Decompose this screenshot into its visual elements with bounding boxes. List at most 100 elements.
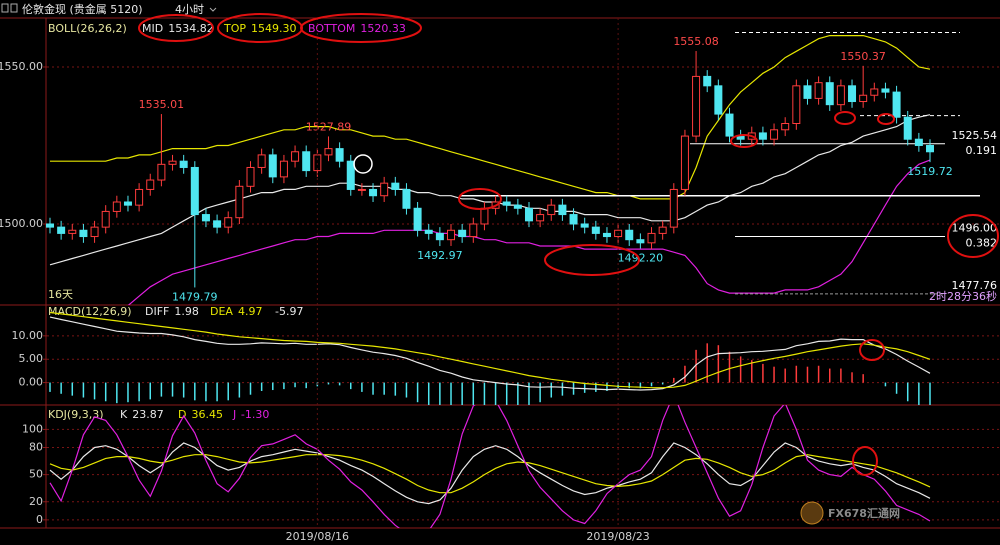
annotation-ellipse: [859, 339, 885, 361]
candle-body: [703, 75, 712, 87]
candle-body: [502, 201, 511, 206]
candle-body: [168, 160, 177, 165]
y-tick-label: 20: [29, 495, 43, 508]
low-label: 1492.97: [417, 249, 463, 262]
candle-body: [758, 132, 767, 140]
candle-body: [157, 163, 166, 181]
candle-body: [680, 135, 689, 190]
toolbar-icon[interactable]: [1, 3, 9, 13]
legend-value: 1520.33: [360, 22, 406, 35]
annotation-ellipse: [300, 13, 422, 43]
legend-entry: J -1.30: [232, 408, 269, 421]
legend-name: D: [178, 408, 186, 421]
legend-value: -5.97: [275, 305, 303, 318]
candle-body: [291, 151, 300, 162]
indicator-line: [49, 454, 931, 494]
indicator-name: MACD(12,26,9): [48, 305, 132, 318]
annotation-ellipse: [730, 134, 758, 148]
legend-name: BOTTOM: [308, 22, 355, 35]
candle-body: [903, 116, 912, 140]
toolbar: 伦敦金现 (贵金属 5120) 4小时: [1, 2, 217, 16]
y-tick-label: 1500.00: [0, 217, 43, 230]
candle-body: [346, 160, 355, 190]
candle-body: [224, 217, 233, 228]
candle-body: [547, 204, 556, 216]
candle-body: [435, 232, 444, 241]
annotation-ellipse: [947, 214, 999, 258]
legend-entry: TOP 1549.30: [223, 22, 297, 35]
period[interactable]: 4小时: [175, 3, 204, 16]
candle-body: [602, 232, 611, 238]
candle-body: [302, 151, 311, 172]
indicator-name: KDJ(9,3,3): [48, 408, 104, 421]
y-tick-label: 5.00: [19, 352, 44, 365]
candle-body: [647, 232, 656, 244]
candle-body: [112, 201, 121, 212]
legend-entry: BOTTOM 1520.33: [308, 22, 406, 35]
fib-price: 1477.76: [952, 279, 998, 292]
legend-name: DIFF: [145, 305, 169, 318]
candle-body: [524, 207, 533, 222]
legend-value: 1534.82: [168, 22, 214, 35]
indicator-line: [49, 442, 931, 505]
candle-body: [770, 129, 779, 140]
legend-entry: K 23.87: [120, 408, 164, 421]
candle-body: [135, 188, 144, 206]
cursor-circle: [353, 154, 373, 174]
candle-body: [391, 182, 400, 190]
low-label: 1492.20: [618, 251, 664, 264]
candle-body: [213, 220, 222, 228]
candle-body: [424, 229, 433, 234]
fib-ratio: 0.382: [966, 237, 998, 250]
candle-body: [469, 223, 478, 238]
instrument-title[interactable]: 伦敦金现 (贵金属 5120): [22, 2, 143, 16]
y-tick-label: 10.00: [12, 329, 44, 342]
legend-name: K: [120, 408, 128, 421]
candle-body: [914, 138, 923, 146]
watermark-logo: [800, 501, 824, 525]
candle-body: [480, 207, 489, 225]
fib-price: 1525.54: [952, 129, 998, 142]
low-label: 1479.79: [172, 290, 218, 303]
candle-body: [57, 226, 66, 234]
y-tick-label: 50: [29, 468, 43, 481]
candle-body: [90, 226, 99, 238]
candle-body: [836, 85, 845, 106]
legend-name: MID: [142, 22, 163, 35]
candle-body: [781, 123, 790, 131]
candle-body: [101, 210, 110, 228]
legend-name: DEA: [210, 305, 233, 318]
candle-body: [447, 229, 456, 241]
candle-body: [814, 82, 823, 99]
toolbar-icon[interactable]: [10, 3, 18, 13]
legend-name: J: [232, 408, 236, 421]
legend-value: 36.45: [191, 408, 223, 421]
y-tick-label: 0.00: [19, 376, 44, 389]
annotations: [138, 13, 999, 476]
fib-ratio: 0.191: [966, 144, 998, 157]
candle-body: [714, 85, 723, 115]
candle-body: [246, 166, 255, 187]
candle-body: [179, 160, 188, 168]
candle-body: [357, 188, 366, 191]
candle-body: [68, 229, 77, 234]
candle-body: [859, 94, 868, 103]
candle-body: [669, 188, 678, 228]
y-tick-label: 0: [36, 513, 43, 526]
candle-body: [268, 154, 277, 178]
countdown: 2时28分36秒: [929, 289, 997, 303]
legend-value: 23.87: [132, 408, 164, 421]
dropdown-arrow[interactable]: [209, 7, 217, 12]
candle-body: [591, 226, 600, 234]
annotation-ellipse: [852, 446, 878, 476]
candle-body: [792, 85, 801, 125]
candle-body: [881, 88, 890, 93]
candle-body: [335, 148, 344, 162]
legend-entry: MID 1534.82: [142, 22, 214, 35]
candle-body: [324, 148, 333, 156]
indicator-line: [49, 311, 931, 389]
legend-value: 1549.30: [251, 22, 297, 35]
candle-body: [235, 185, 244, 219]
candle-body: [926, 144, 934, 153]
